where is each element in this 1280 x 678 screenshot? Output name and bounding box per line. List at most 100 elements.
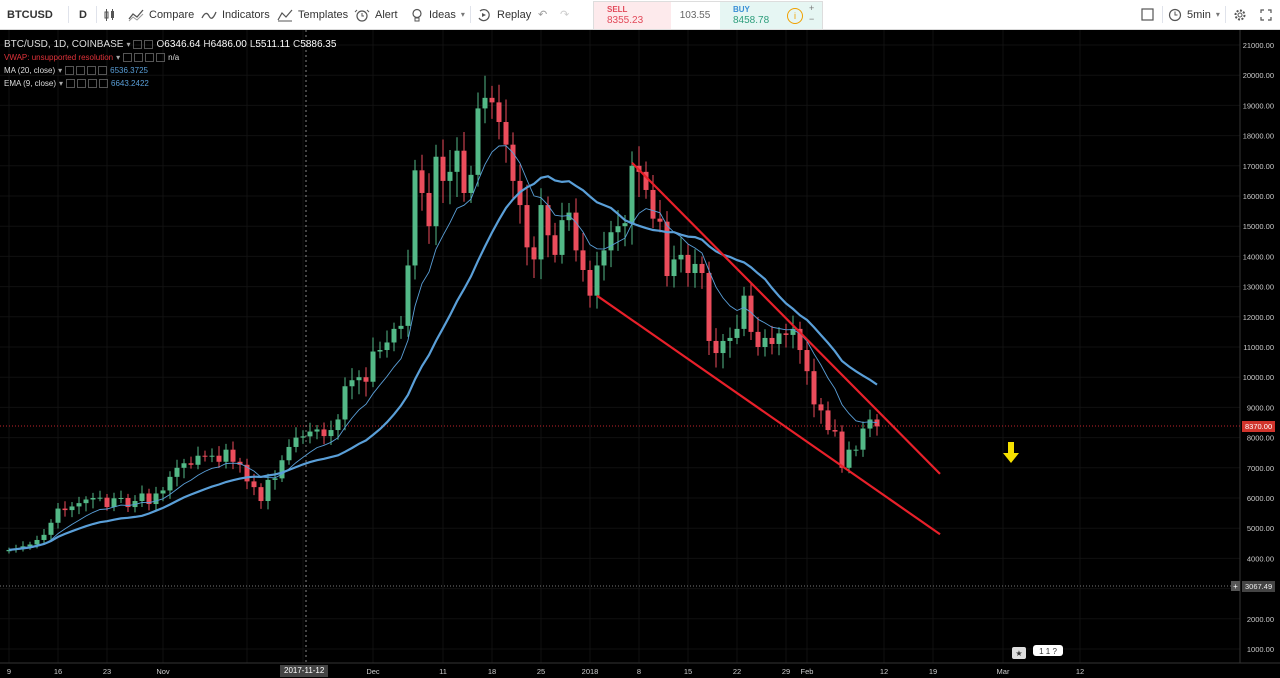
candle-body <box>664 221 670 277</box>
candle-body <box>55 508 61 523</box>
trendlines[interactable] <box>596 162 941 536</box>
ema-legend[interactable]: EMA (9, close) ▾ 6643.2422 <box>4 79 149 88</box>
ma-legend[interactable]: MA (20, close) ▾ 6536.3725 <box>4 66 148 75</box>
auto-refresh-select[interactable]: 5min ▾ <box>1168 0 1220 29</box>
divider <box>68 6 69 23</box>
candle-body <box>111 498 117 508</box>
candle-body <box>363 377 369 382</box>
x-tick-label: 23 <box>103 667 111 676</box>
price-chart[interactable]: 1000.002000.003000.004000.005000.006000.… <box>0 30 1280 678</box>
sell-button[interactable]: SELL 8355.23 <box>594 2 671 29</box>
candle-body <box>300 436 306 438</box>
candle-body <box>384 342 390 351</box>
spread-value: 103.55 <box>679 10 711 21</box>
x-tick-label: Mar <box>997 667 1010 676</box>
candle-body <box>118 498 124 499</box>
y-tick-label: 1000.00 <box>1247 645 1274 654</box>
svg-text:★: ★ <box>1015 649 1022 658</box>
buy-button[interactable]: BUY 8458.78 <box>720 2 822 29</box>
candle-body <box>608 232 614 251</box>
redo-icon: ↷ <box>560 9 570 21</box>
candle-body <box>615 226 621 233</box>
candle-body <box>559 220 565 255</box>
y-tick-label: 12000.00 <box>1243 313 1274 322</box>
lightbulb-icon <box>410 8 424 22</box>
candle-body <box>671 259 677 277</box>
legend-controls[interactable] <box>133 40 154 49</box>
candle-body <box>419 170 425 193</box>
candle-body <box>566 212 572 221</box>
legend-controls[interactable] <box>66 79 109 88</box>
candle-body <box>727 337 733 341</box>
candle-body <box>335 419 341 431</box>
y-tick-label: 21000.00 <box>1243 41 1274 50</box>
candle-body <box>629 165 635 224</box>
candle-body <box>573 212 579 251</box>
interval-button[interactable]: D <box>79 0 87 29</box>
candle-body <box>839 431 845 468</box>
y-tick-label: 7000.00 <box>1247 464 1274 473</box>
x-tick-label: 22 <box>733 667 741 676</box>
candle-body <box>853 449 859 451</box>
x-tick-label: 16 <box>54 667 62 676</box>
legend-controls[interactable] <box>123 53 166 62</box>
candle-body <box>216 455 222 462</box>
symbol-search[interactable]: BTCUSD <box>7 0 53 29</box>
y-tick-label: 5000.00 <box>1247 524 1274 533</box>
candle-body <box>398 325 404 329</box>
main-series-legend[interactable]: BTC/USD, 1D, COINBASE ▾ O6346.64 H6486.0… <box>4 39 336 50</box>
replay-button[interactable]: Replay <box>476 0 531 29</box>
redo-button[interactable]: ↷ <box>560 0 569 29</box>
candle-body <box>391 328 397 343</box>
ideas-button[interactable]: Ideas ▾ <box>410 0 465 29</box>
y-tick-label: 16000.00 <box>1243 192 1274 201</box>
y-tick-label: 10000.00 <box>1243 373 1274 382</box>
timeframe-label: 5min <box>1187 8 1211 21</box>
y-tick-label: 14000.00 <box>1243 252 1274 261</box>
alert-label: Alert <box>375 8 398 21</box>
undo-button[interactable]: ↶ <box>538 0 547 29</box>
chart-style-button[interactable] <box>103 0 117 29</box>
y-tick-label: 4000.00 <box>1247 554 1274 563</box>
candle-body <box>202 455 208 457</box>
x-tick-label: 9 <box>7 667 11 676</box>
candle-body <box>188 463 194 465</box>
chevron-down-icon: ▾ <box>460 10 465 19</box>
candle-body <box>244 464 250 482</box>
templates-button[interactable]: Templates <box>277 0 348 29</box>
candle-body <box>377 350 383 352</box>
info-icon[interactable]: i <box>787 8 803 24</box>
x-tick-label: 12 <box>1076 667 1084 676</box>
y-tick-label: 2000.00 <box>1247 615 1274 624</box>
candle-body <box>545 205 551 236</box>
candle-body <box>790 328 796 335</box>
candle-body <box>748 295 754 332</box>
trade-panel: SELL 8355.23 103.55 BUY 8458.78 i + − <box>593 1 823 30</box>
candle-body <box>447 171 453 181</box>
events-badges[interactable]: ★ 1 1 ? <box>1012 645 1063 659</box>
plus-minus-icon[interactable]: + − <box>809 3 815 24</box>
vwap-legend[interactable]: VWAP: unsupported resolution ▾ n/a <box>4 53 179 62</box>
candle-body <box>454 150 460 172</box>
series-title: BTC/USD, 1D, COINBASE <box>4 39 124 50</box>
x-tick-label: 12 <box>880 667 888 676</box>
fullscreen-toggle[interactable] <box>1141 0 1154 29</box>
candle-body <box>643 171 649 190</box>
compare-button[interactable]: Compare <box>128 0 194 29</box>
expand-button[interactable] <box>1260 0 1272 29</box>
alert-button[interactable]: Alert <box>354 0 398 29</box>
price-tag-plus-icon[interactable]: + <box>1231 581 1240 591</box>
x-tick-label: 19 <box>929 667 937 676</box>
ma-value: 6536.3725 <box>110 66 148 75</box>
arrow-down-icon <box>1003 442 1019 463</box>
price-scale[interactable] <box>1240 30 1280 663</box>
indicators-button[interactable]: Indicators <box>201 0 270 29</box>
candle-body <box>860 428 866 450</box>
y-tick-label: 8000.00 <box>1247 434 1274 443</box>
x-tick-label: 18 <box>488 667 496 676</box>
candle-body <box>440 156 446 181</box>
settings-button[interactable] <box>1233 0 1247 29</box>
legend-controls[interactable] <box>65 66 108 75</box>
y-tick-label: 15000.00 <box>1243 222 1274 231</box>
events-badge-text: 1 1 ? <box>1039 647 1057 656</box>
